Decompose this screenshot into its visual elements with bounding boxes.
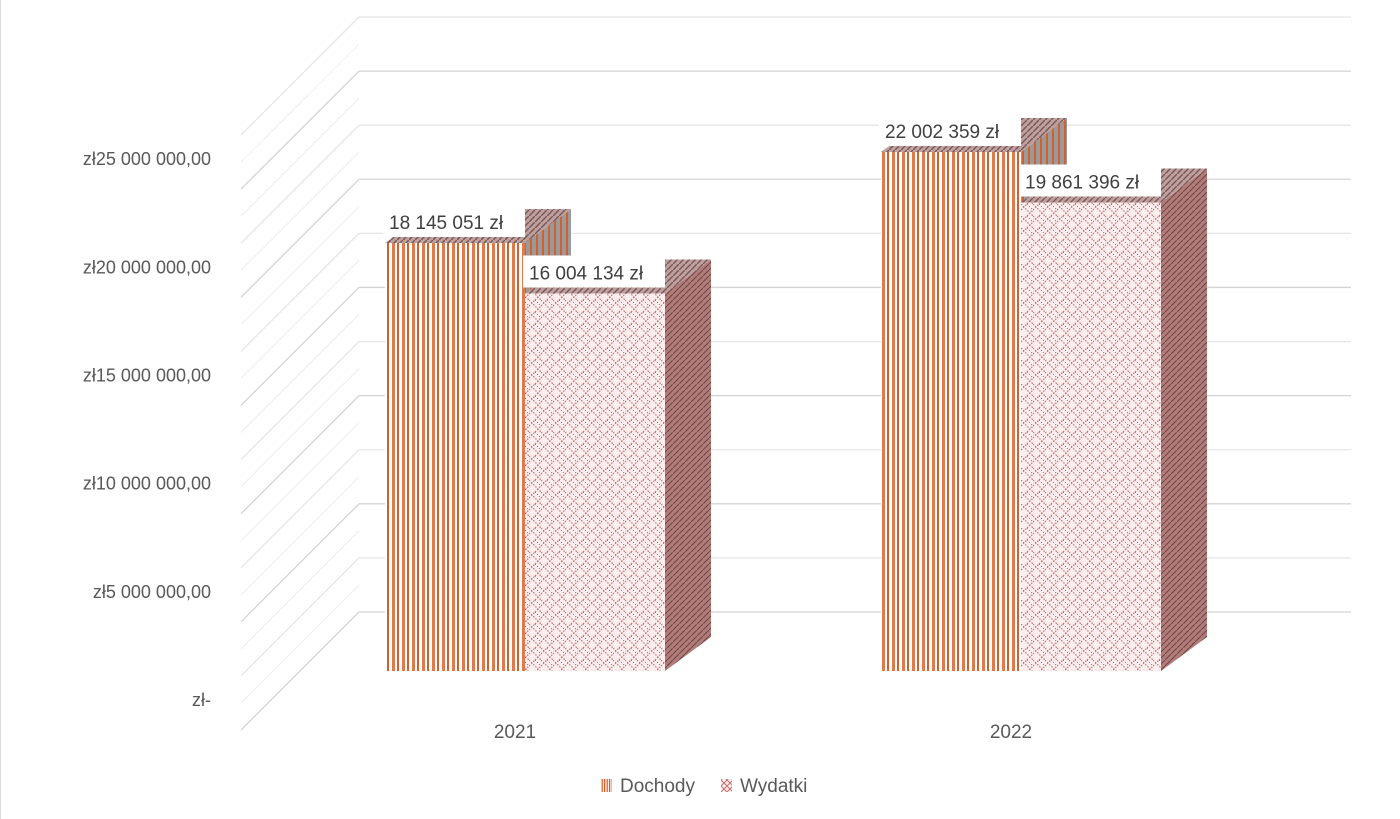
- x-axis-categories: 2021 2022: [494, 722, 1032, 743]
- data-label-bg: [523, 255, 665, 288]
- gridline-side-minor: [240, 476, 360, 596]
- gridline-side-minor: [240, 151, 360, 271]
- data-label-dochody-2022: 22 002 359 zł: [885, 122, 1000, 143]
- data-label-dochody-2021: 18 145 051 zł: [389, 213, 504, 234]
- y-tick-label: zł-: [192, 690, 211, 710]
- gridline-side: [240, 611, 360, 731]
- bars: [385, 118, 1207, 672]
- data-label-bg: [879, 114, 1021, 147]
- gridline-side: [240, 16, 360, 136]
- gridline-side-minor: [240, 43, 360, 163]
- gridline-side: [240, 124, 360, 244]
- gridline-side-minor: [240, 205, 360, 325]
- data-label-wydatki-2021: 16 004 134 zł: [529, 263, 644, 284]
- gridline-side-minor: [240, 260, 360, 379]
- bar-dochody-2021: [385, 243, 525, 671]
- bar-side-wydatki-2022: [1161, 168, 1207, 671]
- y-tick-label: zł5 000 000,00: [93, 582, 211, 602]
- gridline-side: [240, 232, 360, 352]
- y-tick-label: zł20 000 000,00: [83, 257, 211, 277]
- y-axis-ticks: zł-zł5 000 000,00 zł10 000 000,00 zł15 000…: [83, 149, 211, 710]
- gridline-side-minor: [240, 422, 360, 542]
- bar-wydatki-2021: [525, 293, 665, 671]
- legend-swatch-dochody: [601, 779, 612, 792]
- bar-dochody-2022: [881, 152, 1021, 671]
- gridline-side: [240, 449, 360, 569]
- gridline-side-minor: [240, 584, 360, 704]
- bar-side-wydatki-2021: [665, 259, 711, 671]
- gridline-side: [240, 557, 360, 677]
- x-category-label: 2022: [990, 722, 1032, 743]
- gridline-side: [240, 178, 360, 298]
- x-category-label: 2021: [494, 722, 536, 743]
- gridline-side: [240, 341, 360, 461]
- gridline-side: [240, 503, 360, 623]
- data-label-wydatki-2022: 19 861 396 zł: [1025, 173, 1140, 194]
- gridline-side-minor: [240, 530, 360, 650]
- y-tick-label: zł15 000 000,00: [83, 365, 211, 385]
- legend-label-dochody: Dochody: [620, 776, 695, 797]
- gridline-side-minor: [240, 97, 360, 217]
- data-label-bg: [383, 205, 525, 237]
- gridline-side: [240, 395, 360, 515]
- bar-wydatki-2022: [1021, 202, 1161, 671]
- legend-label-wydatki: Wydatki: [740, 776, 807, 797]
- gridline-side: [240, 70, 360, 190]
- gridline-side: [240, 286, 360, 406]
- legend-swatch-wydatki: [721, 779, 732, 792]
- gridline-side-minor: [240, 314, 360, 433]
- y-tick-label: zł25 000 000,00: [83, 149, 211, 169]
- data-label-bg: [1019, 164, 1161, 197]
- legend: Dochody Wydatki: [601, 776, 807, 797]
- gridline-side-minor: [240, 368, 360, 487]
- data-labels: 18 145 051 zł 16 004 134 zł 22 002 359 zł 1…: [383, 114, 1161, 288]
- y-tick-label: zł10 000 000,00: [83, 474, 211, 494]
